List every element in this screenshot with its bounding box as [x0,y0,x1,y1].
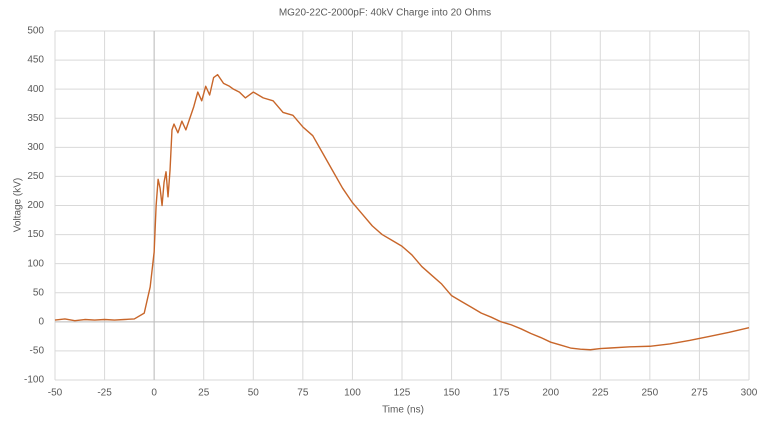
x-tick-label: 25 [198,388,210,399]
x-tick-label: 100 [344,388,361,399]
x-axis-label: Time (ns) [382,405,424,416]
y-tick-label: 0 [38,316,44,327]
x-tick-label: 150 [443,388,460,399]
y-tick-label: -50 [30,346,45,357]
data-line [54,73,750,351]
y-tick-label: 400 [27,84,44,95]
y-tick-label: 250 [27,171,44,182]
y-tick-label: 300 [27,142,44,153]
x-tick-label: 50 [248,388,260,399]
x-tick-label: 75 [297,388,309,399]
y-tick-label: 50 [33,287,45,298]
x-tick-label: 225 [592,388,609,399]
x-tick-label: 125 [394,388,411,399]
y-axis-label: Voltage (kV) [13,178,24,232]
x-tick-label: 250 [642,388,659,399]
chart-title: MG20-22C-2000pF: 40kV Charge into 20 Ohm… [279,8,491,19]
x-tick-label: 0 [151,388,157,399]
x-tick-label: 200 [542,388,559,399]
y-tick-label: -100 [24,375,44,386]
y-tick-label: 150 [27,229,44,240]
x-tick-label: -50 [48,388,63,399]
y-tick-label: 200 [27,200,44,211]
y-tick-label: 500 [27,26,44,37]
y-tick-label: 450 [27,55,44,66]
x-tick-label: 175 [493,388,510,399]
x-tick-label: -25 [97,388,112,399]
y-tick-label: 350 [27,113,44,124]
x-tick-label: 275 [691,388,708,399]
y-tick-label: 100 [27,258,44,269]
x-tick-label: 300 [741,388,758,399]
